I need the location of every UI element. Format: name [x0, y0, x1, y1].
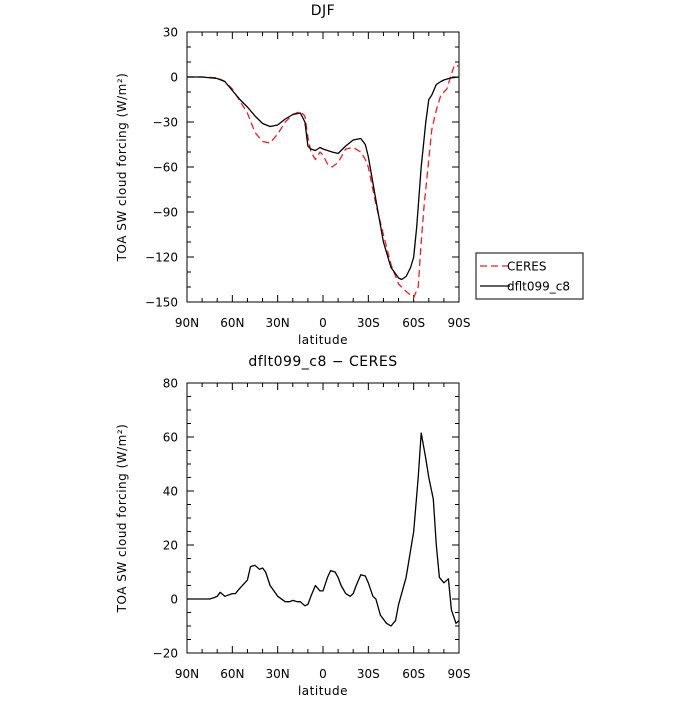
x-tick-label: 30S	[357, 667, 380, 681]
x-tick-label: 90S	[448, 667, 471, 681]
legend-label: CERES	[507, 260, 547, 274]
chart-panel-2: dflt099_c8 − CERES 90N 60N 30N 0 30S 60S 90S −20…	[115, 354, 470, 698]
plot-frame	[186, 382, 460, 654]
y-tick-label: −60	[153, 161, 178, 175]
x-axis-label: latitude	[298, 333, 348, 347]
y-tick-label: 0	[170, 71, 178, 85]
x-tick-label: 60N	[220, 667, 244, 681]
y-tick-label: −120	[145, 251, 178, 265]
plot-frame	[186, 31, 460, 303]
y-axis-label: TOA SW cloud forcing (W/m²)	[115, 424, 129, 614]
x-tick-label: 0	[319, 316, 327, 330]
x-tick-label: 90N	[175, 667, 199, 681]
y-tick-label: −150	[145, 296, 178, 310]
y-tick-label: 20	[163, 539, 178, 553]
x-tick-label: 60S	[402, 316, 425, 330]
legend-label: dflt099_c8	[507, 280, 570, 294]
x-tick-label: 0	[319, 667, 327, 681]
x-tick-label: 30N	[266, 316, 290, 330]
x-tick-label: 90S	[448, 316, 471, 330]
y-tick-label: 80	[163, 377, 178, 391]
x-tick-label: 30N	[266, 667, 290, 681]
chart-title: DJF	[311, 3, 335, 19]
y-tick-label: 60	[163, 431, 178, 445]
y-tick-label: −20	[153, 647, 178, 661]
chart-title: dflt099_c8 − CERES	[248, 354, 397, 370]
x-tick-label: 90N	[175, 316, 199, 330]
y-tick-label: 40	[163, 485, 178, 499]
y-tick-label: 30	[163, 26, 178, 40]
chart-panel-1: DJF 90N 60N 30N 0 30S 60S 90S −150 −120 −90 −60 −30 0…	[115, 3, 584, 347]
series-line-dflt099-c8	[187, 76, 459, 281]
x-axis-label: latitude	[298, 684, 348, 698]
series-line-ceres	[187, 64, 459, 299]
y-axis-label: TOA SW cloud forcing (W/m²)	[115, 73, 129, 263]
legend-box	[475, 252, 584, 300]
x-tick-label: 60S	[402, 667, 425, 681]
x-tick-label: 60N	[220, 316, 244, 330]
legend: CERES dflt099_c8	[475, 252, 584, 300]
x-tick-label: 30S	[357, 316, 380, 330]
series-line-difference	[187, 432, 459, 627]
y-tick-label: 0	[170, 593, 178, 607]
y-tick-label: −30	[153, 116, 178, 130]
y-tick-label: −90	[153, 206, 178, 220]
